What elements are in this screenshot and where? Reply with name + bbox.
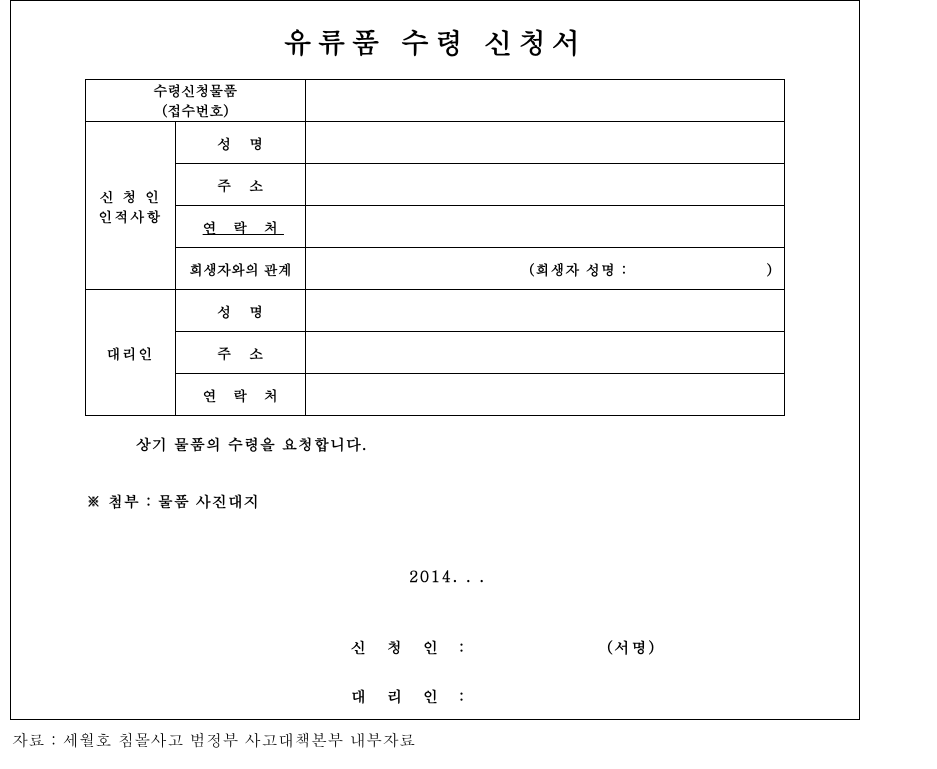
applicant-relationship-value[interactable]: (희생자 성명 : ) xyxy=(305,248,784,290)
document-frame: 유류품 수령 신청서 수령신청물품 (접수번호) 신 청 인 인적사항 성명 주… xyxy=(10,0,860,720)
applicant-relationship-label: 희생자와의 관계 xyxy=(175,248,305,290)
receipt-item-label-line2: (접수번호) xyxy=(162,100,229,120)
applicant-section-line1: 신 청 인 xyxy=(100,186,161,206)
request-statement: 상기 물품의 수령을 요청합니다. xyxy=(136,434,859,455)
applicant-section-label: 신 청 인 인적사항 xyxy=(86,122,176,290)
receipt-item-label: 수령신청물품 (접수번호) xyxy=(86,80,306,122)
applicant-relationship-row: 희생자와의 관계 (희생자 성명 : ) xyxy=(86,248,785,290)
agent-name-value[interactable] xyxy=(305,290,784,332)
applicant-name-row: 신 청 인 인적사항 성명 xyxy=(86,122,785,164)
victim-name-label: (희생자 성명 : xyxy=(449,259,627,279)
agent-contact-row: 연 락 처 xyxy=(86,374,785,416)
agent-address-row: 주소 xyxy=(86,332,785,374)
applicant-address-row: 주소 xyxy=(86,164,785,206)
applicant-contact-label: 연 락 처 xyxy=(175,206,305,248)
victim-name-close: ) xyxy=(767,259,780,279)
agent-section-label: 대리인 xyxy=(86,290,176,416)
date-line: 2014. . . xyxy=(11,566,859,587)
applicant-contact-row: 연 락 처 xyxy=(86,206,785,248)
agent-contact-label: 연 락 처 xyxy=(175,374,305,416)
agent-name-label: 성명 xyxy=(175,290,305,332)
applicant-signature-mark: (서명) xyxy=(607,637,656,658)
applicant-section-line2: 인적사항 xyxy=(98,206,162,226)
receipt-item-value[interactable] xyxy=(305,80,784,122)
applicant-signature-label: 신 청 인 : xyxy=(351,637,472,658)
applicant-name-value[interactable] xyxy=(305,122,784,164)
receipt-item-label-line1: 수령신청물품 xyxy=(153,80,237,100)
application-form-table: 수령신청물품 (접수번호) 신 청 인 인적사항 성명 주소 연 락 처 희생자… xyxy=(85,79,785,416)
applicant-address-value[interactable] xyxy=(305,164,784,206)
signature-applicant-line: 신 청 인 : (서명) xyxy=(11,637,859,658)
applicant-name-label: 성명 xyxy=(175,122,305,164)
signature-agent-line: 대 리 인 : xyxy=(11,686,859,707)
applicant-address-label: 주소 xyxy=(175,164,305,206)
form-title: 유류품 수령 신청서 xyxy=(11,1,859,79)
agent-name-row: 대리인 성명 xyxy=(86,290,785,332)
agent-contact-value[interactable] xyxy=(305,374,784,416)
receipt-item-row: 수령신청물품 (접수번호) xyxy=(86,80,785,122)
attachment-note: ※ 첨부 : 물품 사진대지 xyxy=(86,491,859,512)
applicant-contact-value[interactable] xyxy=(305,206,784,248)
agent-address-value[interactable] xyxy=(305,332,784,374)
source-citation: 자료 : 세월호 침몰사고 범정부 사고대책본부 내부자료 xyxy=(12,728,416,751)
agent-address-label: 주소 xyxy=(175,332,305,374)
agent-signature-label: 대 리 인 : xyxy=(351,686,472,707)
